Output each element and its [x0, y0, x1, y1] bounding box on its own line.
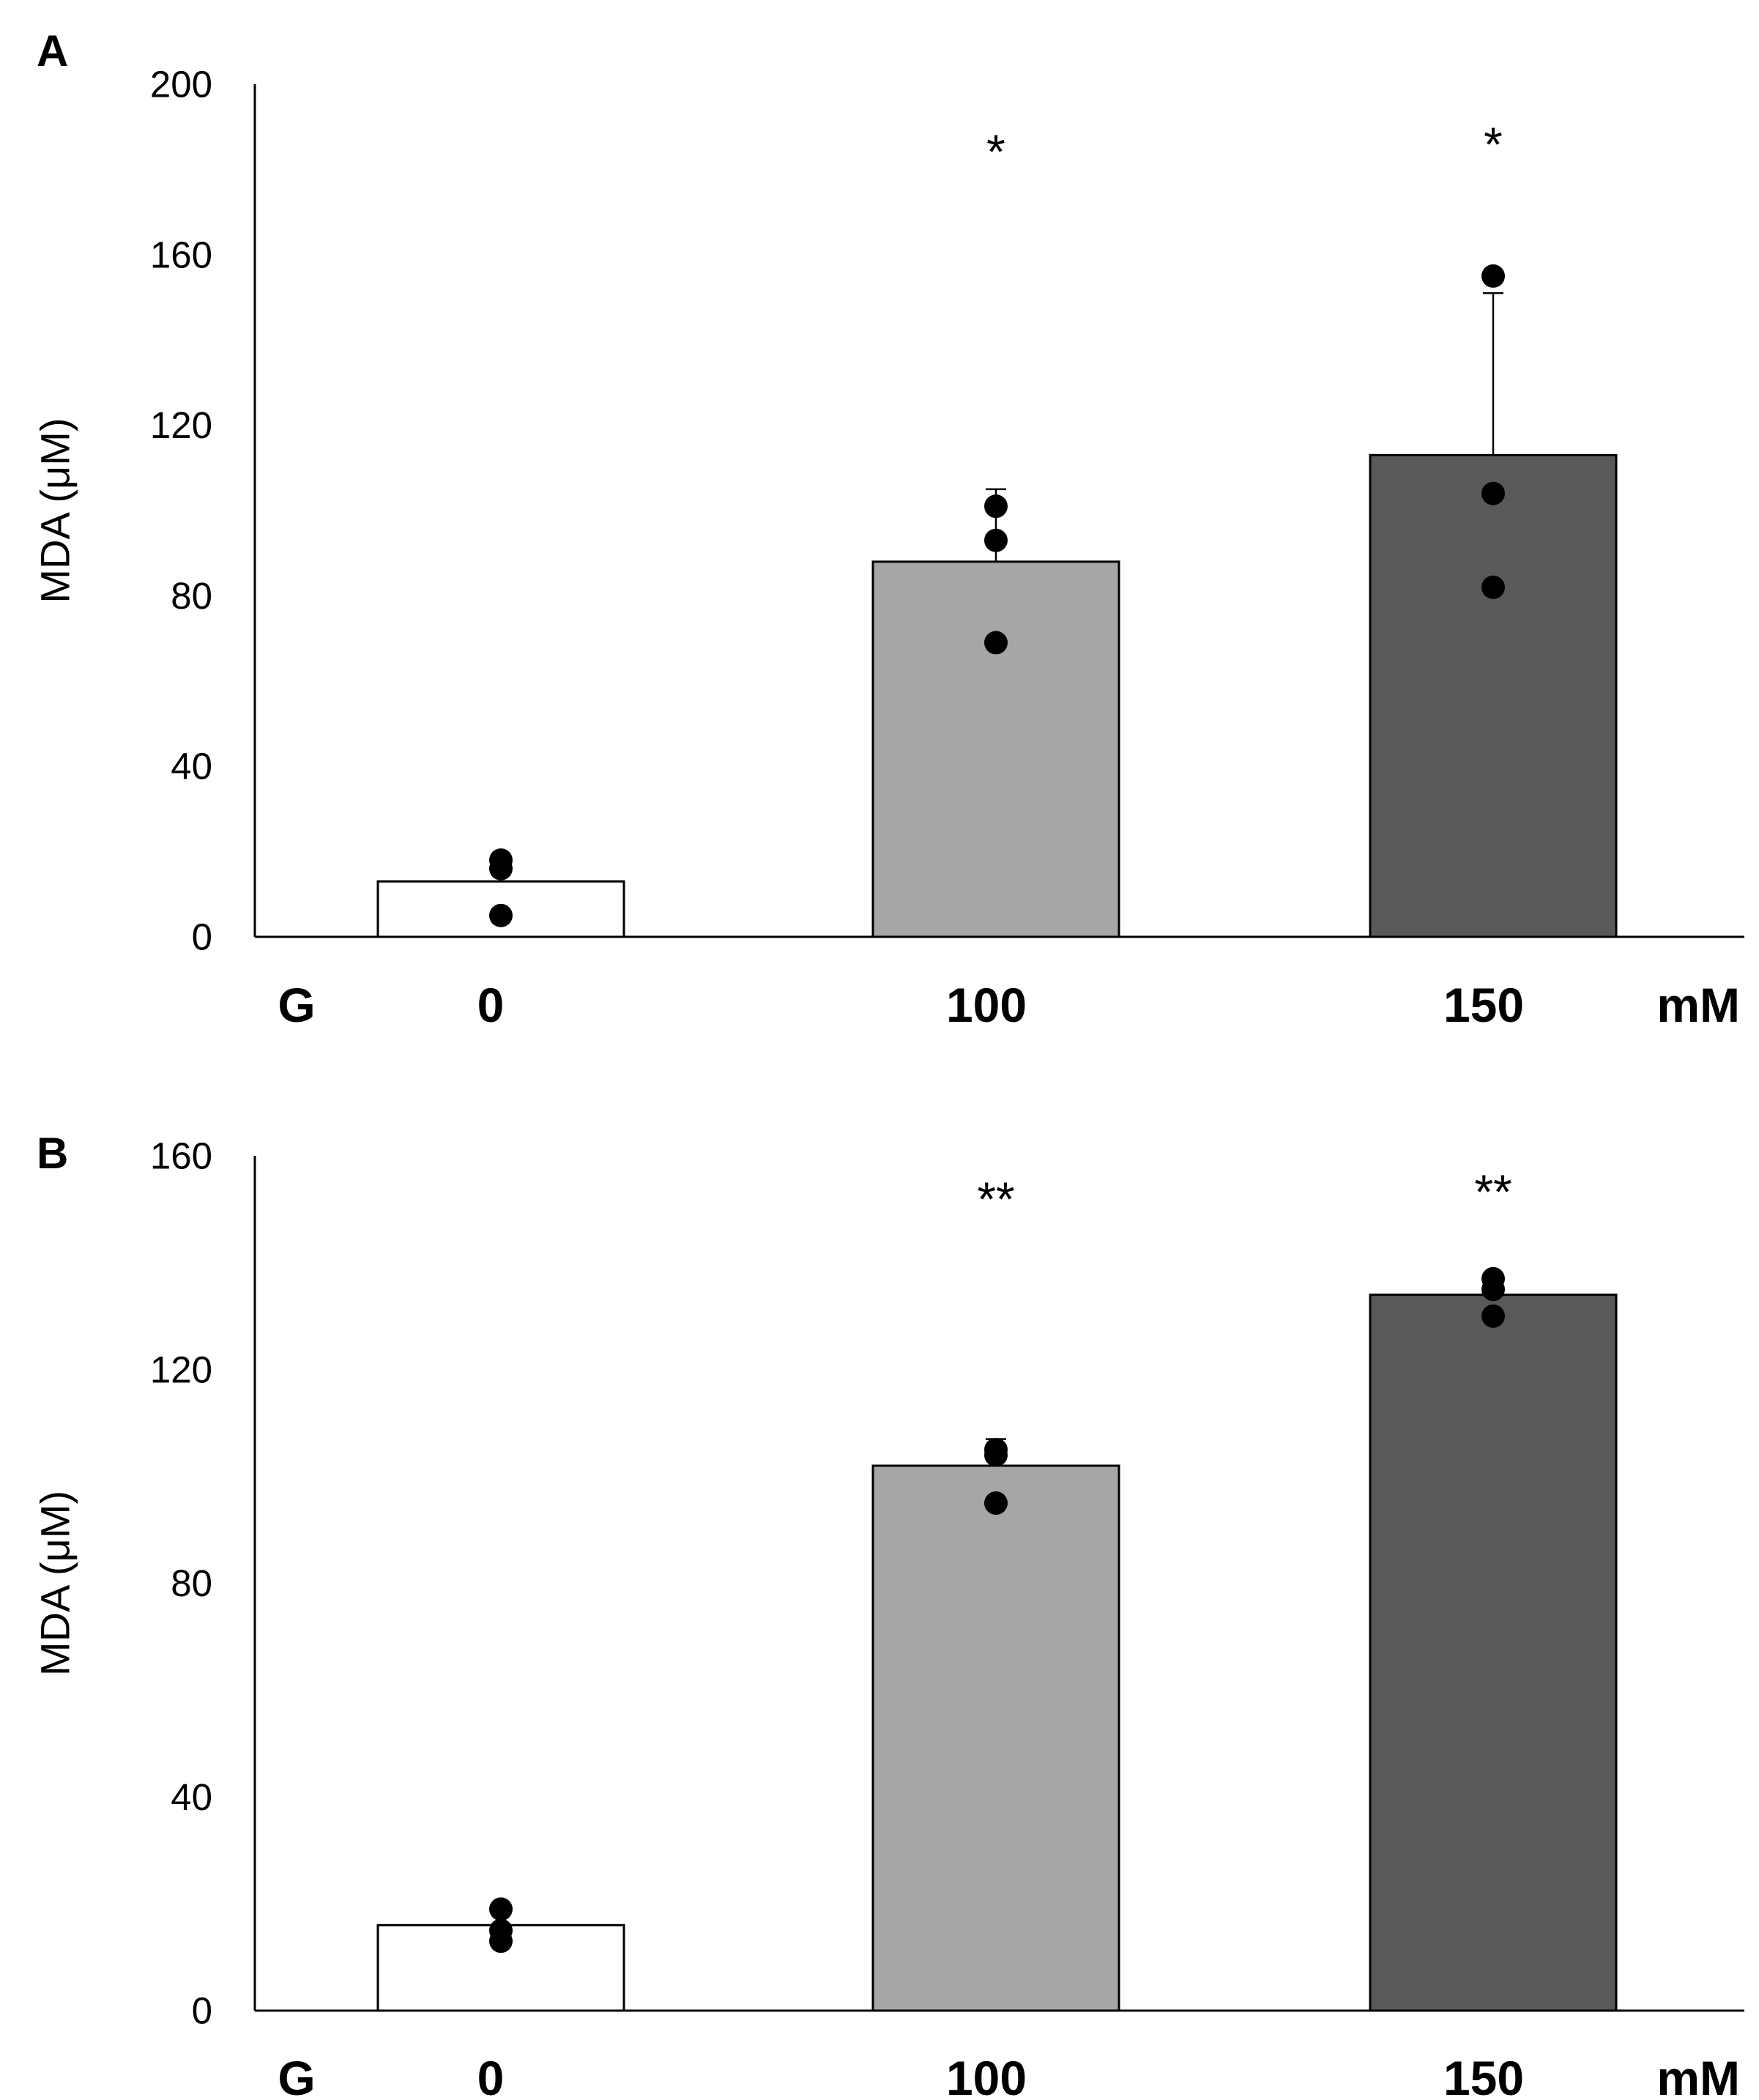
data-point — [489, 1897, 513, 1921]
bar — [871, 560, 1120, 938]
data-point — [984, 1443, 1008, 1467]
significance-label: * — [986, 125, 1005, 179]
unit-label: mM — [1656, 978, 1740, 1032]
y-axis-title: MDA (μM) — [32, 1491, 78, 1676]
data-point — [1481, 1304, 1505, 1328]
chart-panel-a: A MDA (μM) 0 40 80 120 160 200 * * G 0 100 150 mM — [32, 26, 1744, 1032]
y-tick-label: 80 — [171, 575, 212, 617]
panel-label: A — [37, 26, 68, 75]
x-tick-label: 100 — [946, 2051, 1027, 2100]
y-tick-label: 120 — [150, 1348, 212, 1390]
y-tick-label: 0 — [192, 1990, 212, 2032]
y-axis-title: MDA (μM) — [32, 418, 78, 603]
data-point — [984, 528, 1008, 552]
x-tick-label: 0 — [477, 2051, 505, 2100]
panel-label: B — [37, 1129, 68, 1178]
x-tick-label: 150 — [1443, 978, 1524, 1032]
y-tick-label: 0 — [192, 916, 212, 958]
group-label: G — [278, 978, 315, 1032]
y-tick-label: 40 — [171, 746, 212, 787]
data-point — [489, 903, 513, 927]
chart-panel-b: B MDA (μM) 0 40 80 120 160 ** ** G 0 100 150 mM — [32, 1129, 1744, 2100]
group-label: G — [278, 2051, 315, 2100]
data-point — [984, 494, 1008, 519]
y-tick-label: 120 — [150, 404, 212, 446]
x-tick-label: 0 — [477, 978, 505, 1032]
unit-label: mM — [1656, 2051, 1740, 2100]
bar — [1369, 1294, 1618, 2012]
significance-label: * — [1484, 117, 1503, 171]
x-tick-label: 150 — [1443, 2051, 1524, 2100]
data-point — [1481, 264, 1505, 288]
y-tick-label: 160 — [150, 1135, 212, 1177]
data-point — [984, 631, 1008, 655]
y-tick-label: 40 — [171, 1776, 212, 1818]
bar — [1369, 453, 1618, 938]
data-point — [1481, 481, 1505, 505]
significance-label: ** — [1474, 1165, 1511, 1219]
y-tick-label: 160 — [150, 234, 212, 275]
data-point — [1481, 1277, 1505, 1302]
data-point — [984, 1491, 1008, 1515]
bar — [871, 1464, 1120, 2012]
data-point — [489, 856, 513, 880]
y-tick-label: 200 — [150, 64, 212, 105]
data-point — [489, 1929, 513, 1954]
data-point — [1481, 575, 1505, 599]
x-tick-label: 100 — [946, 978, 1027, 1032]
significance-label: ** — [977, 1172, 1014, 1226]
y-tick-label: 80 — [171, 1562, 212, 1604]
